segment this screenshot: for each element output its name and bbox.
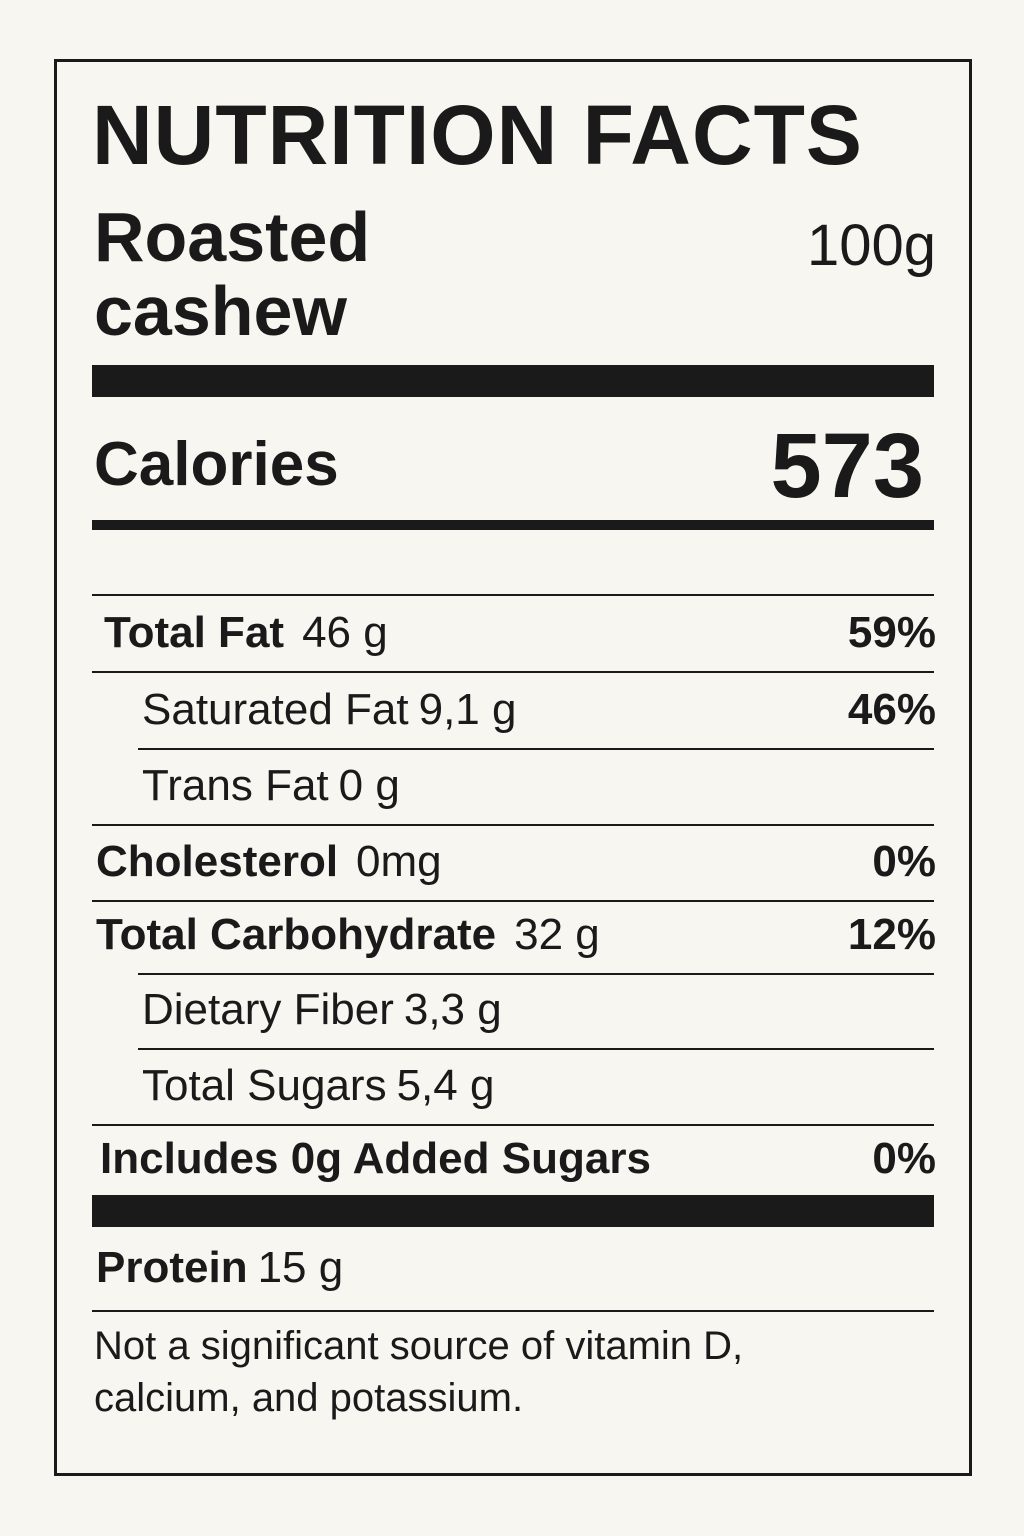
divider <box>92 671 934 673</box>
nutrient-amount: 46 g <box>302 608 388 657</box>
nutrient-name: Trans Fat <box>142 761 329 810</box>
divider <box>92 824 934 826</box>
daily-value: 59% <box>847 608 936 657</box>
nutrient-name: Total Sugars <box>142 1061 387 1110</box>
nutrient-row: Trans Fat 0 g <box>142 749 936 823</box>
nutrient-amount: 5,4 g <box>396 1061 495 1110</box>
nutrient-name: Saturated Fat <box>142 685 409 734</box>
medium-bar <box>92 520 934 530</box>
nutrient-row: Saturated Fat 9,1 g 46% <box>142 673 936 747</box>
thick-bar <box>92 1195 934 1227</box>
nutrient-name: Dietary Fiber <box>142 985 394 1034</box>
nutrient-amount: 0mg <box>356 837 442 886</box>
divider <box>92 1310 934 1312</box>
calories-label: Calories <box>94 430 339 499</box>
nutrient-name: Includes 0g Added Sugars <box>100 1134 651 1183</box>
divider <box>92 594 934 596</box>
nutrient-row: Total Sugars 5,4 g <box>142 1049 936 1123</box>
divider <box>138 973 934 975</box>
divider <box>138 748 934 750</box>
serving-size: 100g <box>806 213 936 278</box>
footnote: Not a significant source of vitamin D, c… <box>94 1324 744 1420</box>
nutrient-amount: 15 g <box>257 1243 344 1292</box>
protein-row: Protein 15 g <box>96 1231 934 1305</box>
nutrient-row: Includes 0g Added Sugars 0% <box>100 1122 936 1196</box>
nutrient-name: Cholesterol <box>96 837 339 886</box>
nutrient-name: Protein <box>96 1243 248 1292</box>
title: NUTRITION FACTS <box>92 88 863 182</box>
nutrient-amount: 32 g <box>514 910 600 959</box>
product-name: Roasted cashew <box>94 198 371 350</box>
nutrient-name: Total Fat <box>104 608 285 657</box>
nutrient-row: Total Fat 46 g 59% <box>104 596 936 670</box>
nutrient-amount: 3,3 g <box>403 985 502 1034</box>
daily-value: 0% <box>872 837 936 886</box>
thick-bar <box>92 365 934 397</box>
divider <box>138 1048 934 1050</box>
divider <box>92 1124 934 1126</box>
nutrient-amount: 0 g <box>338 761 400 810</box>
calories-value: 573 <box>770 415 925 517</box>
daily-value: 46% <box>847 685 936 734</box>
nutrient-row: Dietary Fiber 3,3 g <box>142 973 936 1047</box>
daily-value: 0% <box>872 1134 936 1183</box>
nutrient-row: Total Carbohydrate 32 g 12% <box>96 898 936 972</box>
divider <box>92 900 934 902</box>
nutrient-name: Total Carbohydrate <box>96 910 497 959</box>
nutrient-amount: 9,1 g <box>418 685 517 734</box>
daily-value: 12% <box>847 910 936 959</box>
nutrient-row: Cholesterol 0mg 0% <box>96 825 936 899</box>
label-frame <box>54 59 972 1476</box>
